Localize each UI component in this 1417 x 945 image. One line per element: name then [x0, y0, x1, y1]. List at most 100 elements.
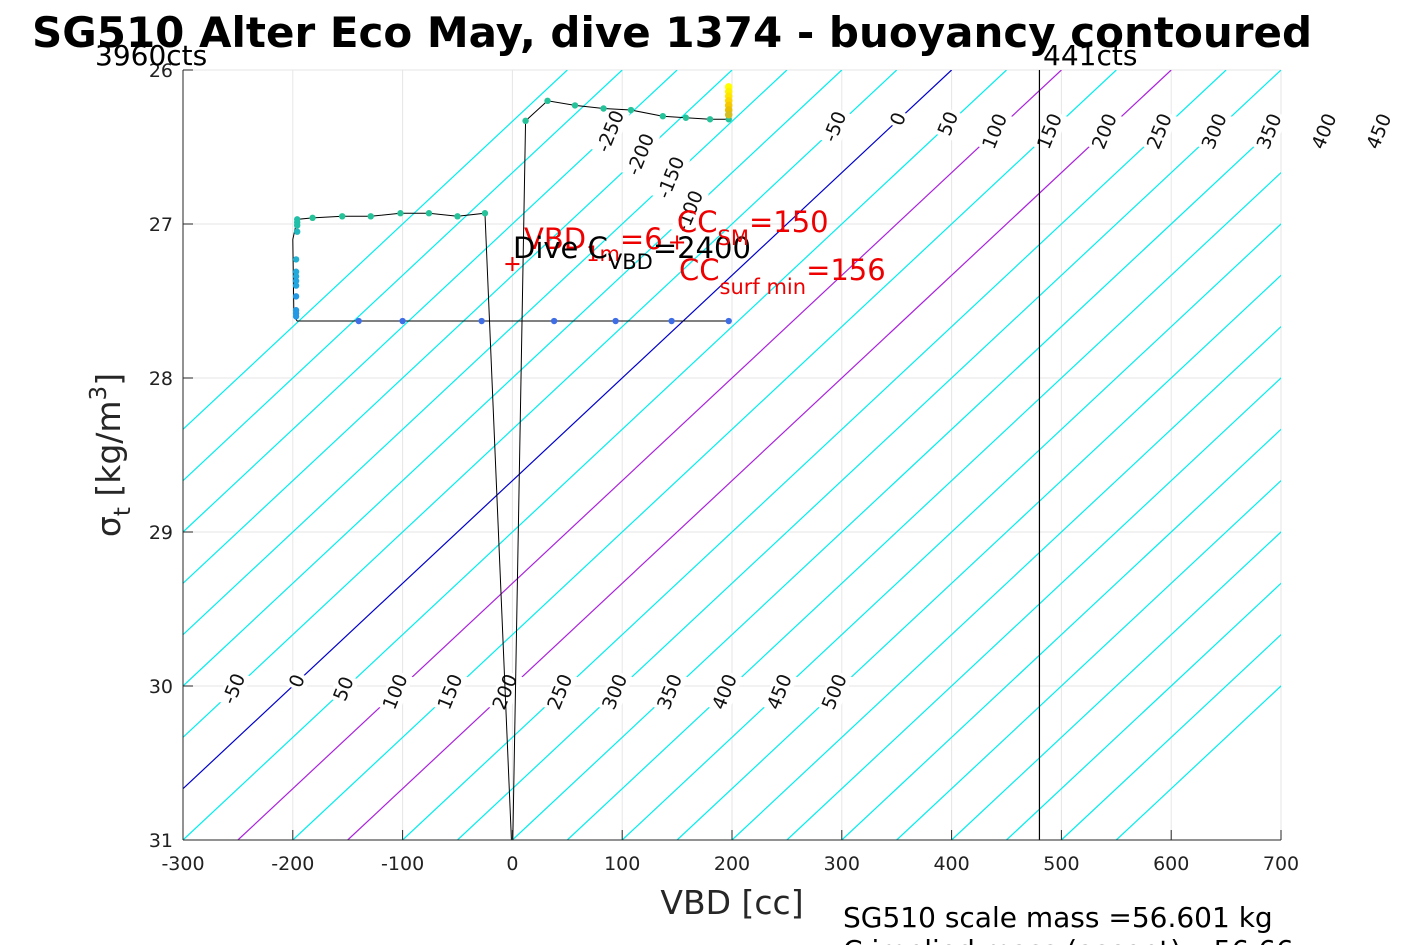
track-point — [367, 213, 374, 220]
track-point — [292, 268, 300, 275]
x-tick-label: 100 — [604, 853, 640, 875]
contour-label-background — [707, 669, 743, 715]
cc-sm-annotation: CCSM=150 — [677, 205, 829, 250]
contour-label-background — [762, 669, 798, 715]
contour-label-background — [1142, 108, 1178, 155]
contour-line — [347, 70, 1172, 840]
contour-line — [183, 70, 568, 431]
contour-line — [786, 377, 1281, 840]
cc-surf-min-annotation: CCsurf min=156 — [679, 253, 886, 299]
contour-line — [183, 70, 678, 533]
contour-label-background — [597, 669, 633, 715]
contour-line — [1060, 633, 1281, 840]
cc-sm-main: CC — [677, 205, 718, 239]
contour-label-background — [932, 106, 964, 141]
x-tick-label: -200 — [271, 853, 314, 875]
contour-label-background — [1251, 108, 1288, 155]
surface-point — [724, 110, 733, 119]
cc-sm-value: =150 — [749, 205, 829, 239]
dive-track — [292, 83, 733, 840]
x-tick-label: -100 — [381, 853, 424, 875]
contour-line — [566, 171, 1281, 840]
contour-label-background — [1032, 108, 1068, 155]
x-tick-label: 300 — [824, 853, 860, 875]
track-point — [292, 293, 300, 300]
contour-label-background — [328, 671, 360, 707]
footer-scale-mass: SG510 scale mass =56.601 kg — [843, 901, 1273, 934]
contour-line — [183, 70, 953, 790]
contour-line — [511, 120, 1281, 840]
contour-line — [676, 274, 1281, 840]
contour-line — [1006, 582, 1281, 840]
cc-surf-sub: surf min — [720, 275, 807, 299]
vbd-1m-value: =6 — [620, 222, 663, 256]
track-point — [292, 313, 300, 320]
y-axis-label-sup: 3 — [86, 386, 112, 401]
contour-label-background — [885, 107, 912, 131]
contour-line — [1115, 685, 1281, 840]
contour-label-background — [652, 151, 691, 204]
track-point — [355, 317, 362, 325]
contour-label-background — [1361, 108, 1398, 155]
track-point — [612, 317, 619, 325]
cc-surf-main: CC — [679, 253, 720, 287]
track-point — [454, 213, 461, 220]
contour-label-background — [977, 108, 1013, 155]
track-point — [425, 210, 433, 217]
contour-label-background — [542, 669, 578, 715]
contour-line — [183, 70, 623, 482]
x-axis-label: VBD [cc] — [660, 883, 803, 922]
dive-c-vbd-annotation: Dive CVBD=2400 — [513, 231, 751, 274]
contour-line — [457, 70, 1281, 840]
track-point — [399, 317, 406, 325]
axes — [182, 69, 1282, 841]
contour-line — [841, 428, 1281, 840]
contour-label-background — [217, 668, 251, 710]
contour-line — [183, 70, 1007, 840]
y-tick-label: 30 — [149, 676, 173, 698]
contour-line — [183, 70, 788, 636]
contour-label-background — [817, 669, 853, 715]
contour-label-background — [652, 669, 688, 715]
contour-label-background — [591, 105, 630, 158]
track-point — [600, 105, 607, 112]
x-tick-label: 200 — [714, 853, 750, 875]
y-axis-label-close: ] — [89, 373, 128, 386]
x-tick-label: 600 — [1153, 853, 1189, 875]
y-tick-label: 26 — [149, 60, 173, 82]
track-point — [292, 277, 300, 285]
track-point — [682, 114, 690, 121]
contour-label-background — [670, 185, 709, 238]
footer-implied-mass: C implied mass (ascent) =56.66 — [843, 934, 1294, 945]
y-axis-label-sigma: σ — [89, 516, 128, 537]
count-label-right: 441cts — [1043, 39, 1137, 72]
y-axis-label-unit: [kg/m — [89, 400, 128, 507]
dive-c-value: =2400 — [653, 231, 751, 265]
x-tick-label: 500 — [1043, 853, 1079, 875]
vbd-1m-sub: 1m — [586, 242, 620, 266]
track-point — [550, 317, 558, 325]
tick-labels: -300 -200 -100 0 100 200 300 400 500 600 700 26 27 28… — [149, 60, 1299, 875]
y-axis-label: σt [kg/m3] — [86, 373, 136, 537]
contour-label-background — [818, 106, 853, 148]
dive-c-sub: VBD — [608, 250, 653, 274]
cc-surf-value: =156 — [806, 253, 886, 287]
dive-c-main: Dive C — [513, 231, 608, 265]
track-point — [659, 113, 667, 120]
count-label-left: 3960cts — [95, 39, 207, 72]
track-point — [481, 210, 489, 217]
contour-label-background — [432, 669, 469, 715]
y-tick-label: 31 — [149, 830, 173, 852]
contour-line — [292, 70, 1117, 840]
track-point — [668, 317, 675, 325]
track-point — [544, 97, 551, 105]
track-point — [293, 222, 301, 229]
x-tick-label: -300 — [161, 853, 204, 875]
contour-line — [621, 223, 1281, 840]
vbd-1m-annotation: VBD1m=6 — [524, 222, 663, 266]
track-point — [397, 210, 404, 217]
contour-label-background — [1306, 108, 1343, 155]
contour-line — [896, 479, 1281, 840]
track-point — [339, 213, 346, 220]
contour-label-background — [377, 669, 414, 715]
